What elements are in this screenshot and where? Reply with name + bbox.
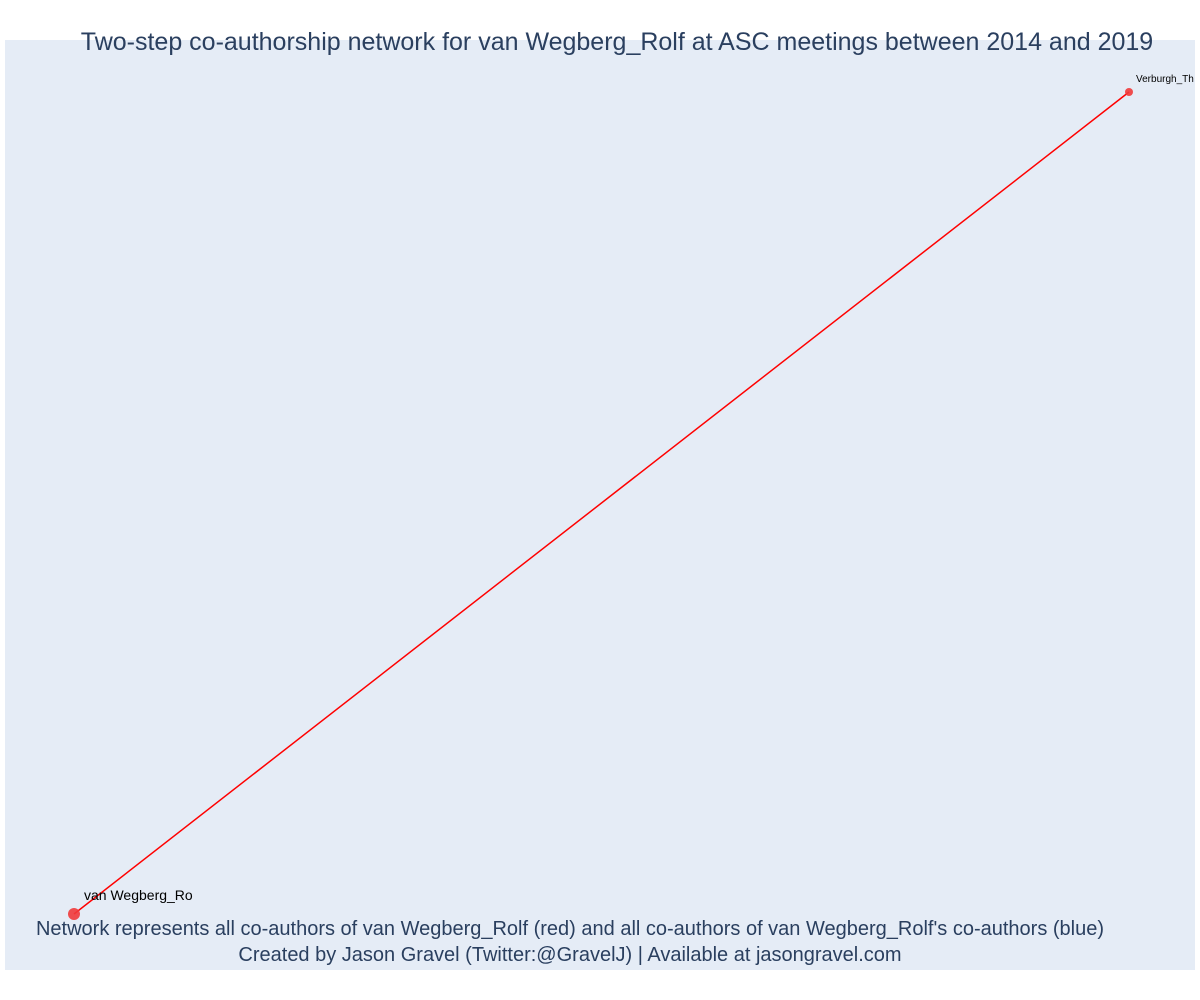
edges-layer (73, 91, 1130, 915)
labels-layer: van Wegberg_Ro Verburgh_Th (84, 74, 1194, 903)
node-focal[interactable] (68, 908, 80, 920)
footer-credit: Created by Jason Gravel (Twitter:@Gravel… (238, 944, 902, 966)
footer-description: Network represents all co-authors of van… (35, 918, 1105, 940)
node-label-coauthor-1: Verburgh_Th (1136, 74, 1194, 85)
nodes-layer (68, 88, 1133, 920)
node-label-focal: van Wegberg_Ro (84, 887, 193, 903)
edge-0 (73, 91, 1130, 915)
chart-title: Two-step co-authorship network for van W… (80, 28, 1154, 56)
node-coauthor-1[interactable] (1125, 88, 1133, 96)
